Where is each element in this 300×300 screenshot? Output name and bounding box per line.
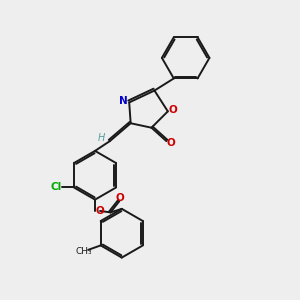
Text: Cl: Cl — [50, 182, 62, 193]
Text: CH₃: CH₃ — [75, 247, 92, 256]
Text: O: O — [167, 138, 176, 148]
Text: H: H — [98, 133, 105, 143]
Text: O: O — [95, 206, 104, 216]
Text: O: O — [115, 193, 124, 202]
Text: O: O — [169, 105, 178, 115]
Text: N: N — [119, 96, 128, 106]
